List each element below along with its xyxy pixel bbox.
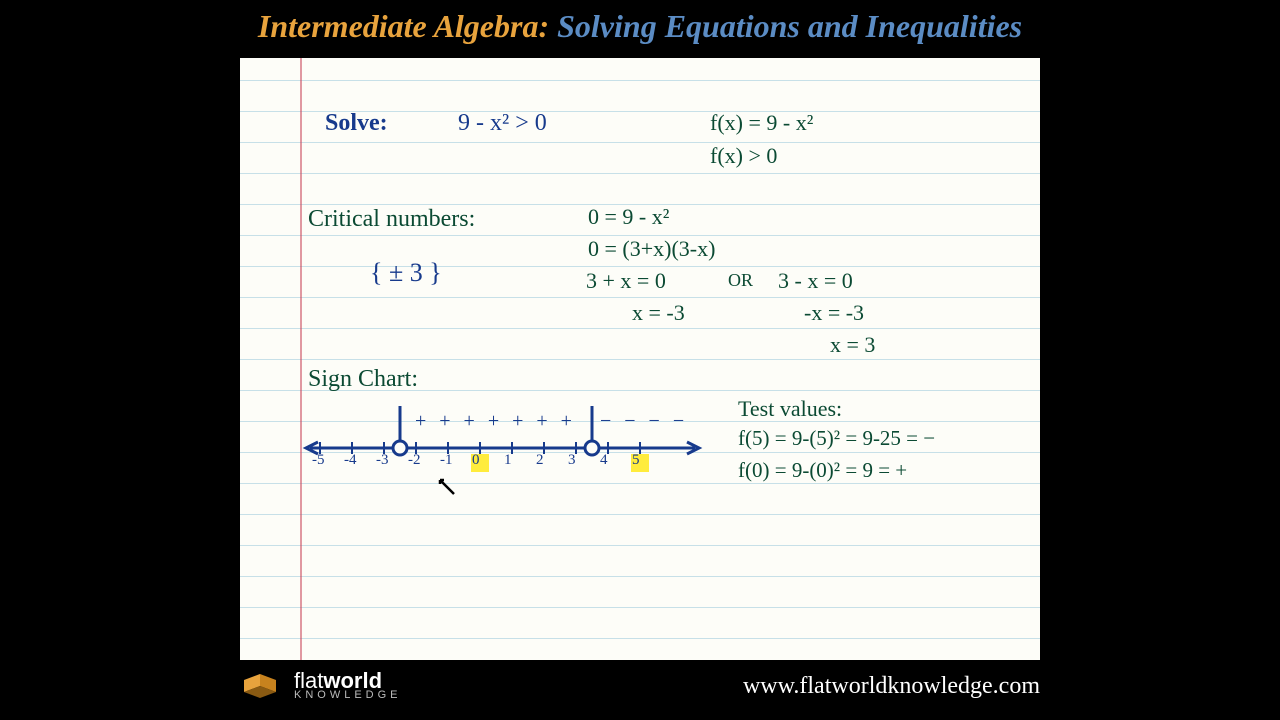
footer: flatworld KNOWLEDGE www.flatworldknowled… <box>240 662 1040 710</box>
number-line-label: 0 <box>472 452 480 469</box>
number-line-label: 3 <box>568 452 576 469</box>
number-line-label: -2 <box>408 452 421 469</box>
number-line-label: 2 <box>536 452 544 469</box>
number-line-label: -4 <box>344 452 357 469</box>
brand-knowledge: KNOWLEDGE <box>294 691 402 701</box>
pointer-cursor-icon <box>438 478 458 498</box>
number-line <box>240 58 1040 660</box>
number-line-label: 1 <box>504 452 512 469</box>
test-value-2: f(0) = 9-(0)² = 9 = + <box>738 458 907 483</box>
plus-signs: + + + + + + + <box>415 410 576 433</box>
title-main: Intermediate Algebra: <box>258 8 557 44</box>
brand-text: flatworld KNOWLEDGE <box>294 671 402 701</box>
number-line-label: -5 <box>312 452 325 469</box>
number-line-label: -3 <box>376 452 389 469</box>
test-values-label: Test values: <box>738 396 842 422</box>
number-line-label: 5 <box>632 452 640 469</box>
notebook-paper: Solve: 9 - x² > 0 f(x) = 9 - x² f(x) > 0… <box>240 58 1040 660</box>
number-line-label: 4 <box>600 452 608 469</box>
brand-logo: flatworld KNOWLEDGE <box>240 668 402 704</box>
title-bar: Intermediate Algebra: Solving Equations … <box>0 0 1280 45</box>
book-icon <box>240 668 286 704</box>
number-line-label: -1 <box>440 452 453 469</box>
title-sub: Solving Equations and Inequalities <box>557 8 1022 44</box>
minus-signs: − − − − <box>600 410 688 433</box>
test-value-1: f(5) = 9-(5)² = 9-25 = − <box>738 426 935 451</box>
footer-url: www.flatworldknowledge.com <box>743 673 1040 700</box>
